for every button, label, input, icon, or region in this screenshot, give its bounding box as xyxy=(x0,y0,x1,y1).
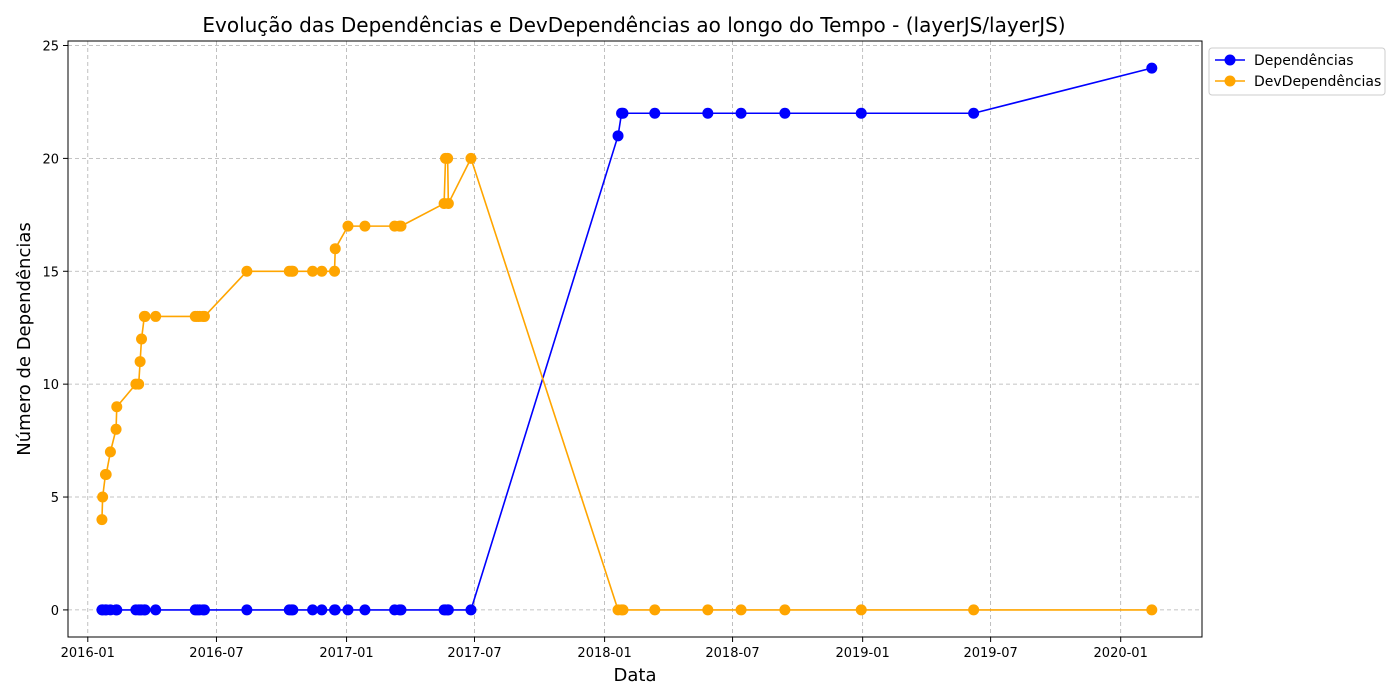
data-point-devdependencias xyxy=(110,423,122,435)
data-point-devdependencias xyxy=(968,604,980,616)
data-point-devdependencias xyxy=(198,310,210,322)
data-point-devdependencias xyxy=(316,265,328,277)
y-tick-label: 25 xyxy=(42,40,59,55)
data-point-devdependencias xyxy=(359,220,371,232)
data-point-dependencias xyxy=(198,604,210,616)
y-axis: 0 5 10 15 20 25 xyxy=(42,40,68,619)
data-point-dependencias xyxy=(617,107,629,119)
data-point-dependencias xyxy=(612,130,624,142)
y-tick-label: 10 xyxy=(42,378,59,393)
x-tick-label: 2019-07 xyxy=(963,646,1017,661)
data-point-devdependencias xyxy=(329,243,341,255)
y-tick-label: 15 xyxy=(42,265,59,280)
data-point-devdependencias xyxy=(465,152,477,164)
data-point-dependencias xyxy=(442,604,454,616)
data-point-dependencias xyxy=(241,604,253,616)
legend: Dependências DevDependências xyxy=(1208,47,1386,96)
data-point-devdependencias xyxy=(702,604,714,616)
legend-frame xyxy=(1208,47,1386,96)
data-point-dependencias xyxy=(779,107,791,119)
data-point-devdependencias xyxy=(1146,604,1158,616)
x-tick-label: 2017-07 xyxy=(447,646,501,661)
data-point-dependencias xyxy=(395,604,407,616)
data-point-devdependencias xyxy=(150,310,162,322)
data-point-dependencias xyxy=(359,604,371,616)
data-point-dependencias xyxy=(1146,62,1158,74)
data-point-devdependencias xyxy=(104,446,116,458)
data-point-dependencias xyxy=(287,604,299,616)
data-point-dependencias xyxy=(649,107,661,119)
y-axis-label: Número de Dependências xyxy=(14,222,35,456)
y-tick-label: 20 xyxy=(42,152,59,167)
series-layer xyxy=(96,62,1158,616)
data-point-devdependencias xyxy=(442,198,454,210)
data-point-dependencias xyxy=(735,107,747,119)
x-tick-label: 2016-07 xyxy=(189,646,243,661)
x-tick-label: 2018-01 xyxy=(577,646,631,661)
data-point-devdependencias xyxy=(111,401,123,413)
data-point-devdependencias xyxy=(136,333,148,345)
data-point-devdependencias xyxy=(139,310,151,322)
legend-label-devdependencias: DevDependências xyxy=(1254,74,1381,90)
data-point-dependencias xyxy=(968,107,980,119)
data-point-devdependencias xyxy=(134,356,146,368)
data-point-devdependencias xyxy=(287,265,299,277)
x-axis: 2016-01 2016-07 2017-01 2017-07 2018-01 2018-… xyxy=(61,637,1148,661)
data-point-dependencias xyxy=(139,604,151,616)
data-point-dependencias xyxy=(150,604,162,616)
data-point-dependencias xyxy=(329,604,341,616)
data-point-dependencias xyxy=(307,604,319,616)
data-point-dependencias xyxy=(465,604,477,616)
x-axis-label: Data xyxy=(614,665,657,686)
y-tick-label: 5 xyxy=(51,491,59,506)
data-point-devdependencias xyxy=(735,604,747,616)
data-point-devdependencias xyxy=(779,604,791,616)
x-tick-label: 2018-07 xyxy=(705,646,759,661)
data-point-devdependencias xyxy=(442,152,454,164)
data-point-devdependencias xyxy=(100,468,112,480)
legend-label-dependencias: Dependências xyxy=(1254,53,1354,69)
data-point-devdependencias xyxy=(617,604,629,616)
legend-marker-dependencias xyxy=(1224,54,1236,66)
data-point-devdependencias xyxy=(855,604,867,616)
data-point-devdependencias xyxy=(395,220,407,232)
data-point-dependencias xyxy=(702,107,714,119)
data-point-dependencias xyxy=(342,604,354,616)
data-point-devdependencias xyxy=(329,265,341,277)
data-point-devdependencias xyxy=(342,220,354,232)
data-point-devdependencias xyxy=(97,491,109,503)
data-point-dependencias xyxy=(111,604,123,616)
data-point-dependencias xyxy=(316,604,328,616)
data-point-devdependencias xyxy=(133,378,145,390)
axes-frame xyxy=(67,40,1203,638)
data-point-dependencias xyxy=(855,107,867,119)
data-point-devdependencias xyxy=(241,265,253,277)
y-tick-label: 0 xyxy=(51,604,59,619)
x-tick-label: 2016-01 xyxy=(61,646,115,661)
x-tick-label: 2020-01 xyxy=(1094,646,1148,661)
x-tick-label: 2019-01 xyxy=(835,646,889,661)
data-point-devdependencias xyxy=(96,514,108,526)
chart-title: Evolução das Dependências e DevDependênc… xyxy=(202,13,1065,37)
x-tick-label: 2017-01 xyxy=(319,646,373,661)
data-point-devdependencias xyxy=(649,604,661,616)
data-point-devdependencias xyxy=(307,265,319,277)
legend-marker-devdependencias xyxy=(1224,75,1236,87)
